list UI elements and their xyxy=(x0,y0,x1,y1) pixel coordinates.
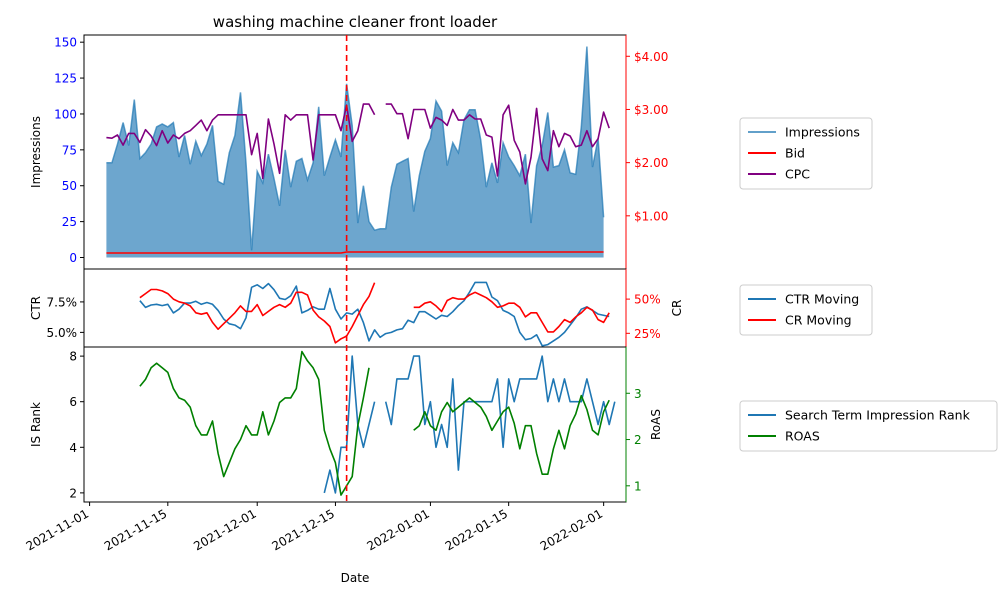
y-tick-label: 150 xyxy=(54,36,77,50)
y-tick-label: 125 xyxy=(54,72,77,86)
y2-axis-label: CR xyxy=(670,300,684,317)
series-line-search-term-impression-rank xyxy=(384,355,616,471)
y-tick-label: 50 xyxy=(62,179,77,193)
y2-tick-label: 1 xyxy=(634,479,642,493)
y2-tick-label: 50% xyxy=(634,293,661,307)
series-line-impressions xyxy=(106,46,605,251)
y-tick-label: 8 xyxy=(69,350,77,364)
legend-label: Search Term Impression Rank xyxy=(785,408,971,423)
legend-label: Bid xyxy=(785,146,805,161)
y2-axis-label: RoAS xyxy=(649,409,663,440)
x-tick-label: 2021-11-15 xyxy=(102,506,169,553)
legend-label: CTR Moving xyxy=(785,292,859,307)
y2-tick-label: 3 xyxy=(634,387,642,401)
legend-box-1 xyxy=(739,117,873,190)
series-area-impressions xyxy=(106,46,604,258)
y-tick-label: 75 xyxy=(62,143,77,157)
series-line-cr-moving xyxy=(413,291,610,333)
y-tick-label: 0 xyxy=(69,251,77,265)
y-tick-label: 5.0% xyxy=(47,326,78,340)
legend-box-2 xyxy=(739,284,873,336)
y-axis-label: IS Rank xyxy=(29,402,43,447)
y2-tick-label: 2 xyxy=(634,433,642,447)
series-line-cpc xyxy=(106,103,376,180)
series-line-roas xyxy=(413,394,610,475)
legend-label: Impressions xyxy=(785,125,860,140)
x-axis-label: Date xyxy=(341,571,370,585)
legend-label: ROAS xyxy=(785,429,820,444)
y-tick-label: 25 xyxy=(62,215,77,229)
series-line-bid xyxy=(106,251,604,254)
legend-box-3 xyxy=(739,400,998,452)
x-tick-label: 2021-11-01 xyxy=(24,506,91,553)
y-tick-label: 100 xyxy=(54,107,77,121)
panel-frame-2 xyxy=(83,268,627,348)
y-axis-label: Impressions xyxy=(29,116,43,188)
y2-tick-label: $4.00 xyxy=(634,50,668,64)
chart-title: washing machine cleaner front loader xyxy=(213,13,498,31)
y2-tick-label: $1.00 xyxy=(634,209,668,223)
series-line-cr-moving xyxy=(139,282,376,344)
y-axis-label: CTR xyxy=(29,296,43,320)
y2-tick-label: $3.00 xyxy=(634,103,668,117)
y-tick-label: 2 xyxy=(69,486,77,500)
legend-label: CR Moving xyxy=(785,313,852,328)
y-tick-label: 7.5% xyxy=(47,295,78,309)
series-line-roas xyxy=(139,350,370,496)
series-line-cpc xyxy=(385,103,610,185)
legend-label: CPC xyxy=(785,167,810,182)
y2-tick-label: 25% xyxy=(634,327,661,341)
chart-marks: 0 25 50 75 100 125 150 $1.00 $2.00 $3.00 $4.00 Impr… xyxy=(24,34,998,553)
series-line-ctr-moving xyxy=(139,281,610,347)
x-tick-label: 2022-01-15 xyxy=(443,506,510,553)
x-tick-label: 2021-12-01 xyxy=(191,506,258,553)
x-tick-label: 2022-01-01 xyxy=(365,506,432,553)
x-tick-label: 2022-02-01 xyxy=(538,506,605,553)
series-line-search-term-impression-rank xyxy=(323,355,376,494)
y-tick-label: 4 xyxy=(69,441,77,455)
y-tick-label: 6 xyxy=(69,395,77,409)
x-tick-label: 2021-12-15 xyxy=(270,506,337,553)
y2-tick-label: $2.00 xyxy=(634,156,668,170)
